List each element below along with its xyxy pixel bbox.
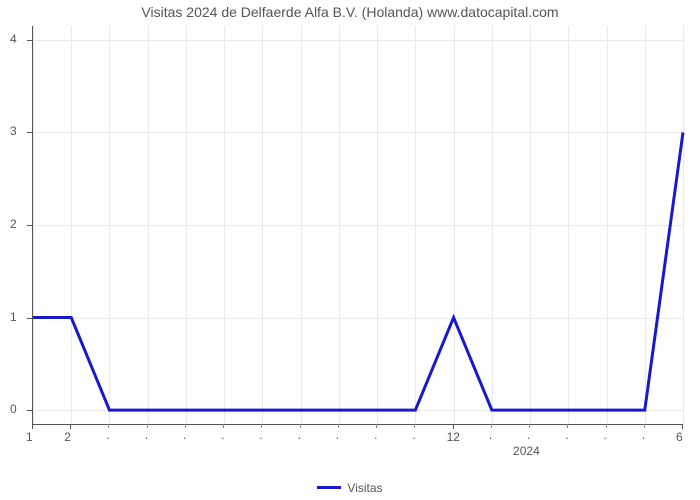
x-minor-label: .: [604, 428, 607, 442]
y-tick-mark: [27, 40, 32, 41]
x-tick-mark: [682, 424, 683, 429]
y-tick-label: 2: [10, 217, 17, 231]
x-minor-label: .: [374, 428, 377, 442]
legend-label: Visitas: [347, 481, 382, 495]
series-line: [33, 26, 683, 424]
x-minor-label: .: [336, 428, 339, 442]
legend: Visitas: [0, 476, 700, 495]
y-tick-label: 4: [10, 32, 17, 46]
x-minor-label: .: [221, 428, 224, 442]
x-tick-mark: [70, 424, 71, 429]
y-tick-mark: [27, 132, 32, 133]
y-tick-mark: [27, 410, 32, 411]
y-tick-mark: [27, 318, 32, 319]
x-tick-label: 12: [447, 430, 460, 444]
plot-area: [32, 26, 683, 425]
x-minor-label: .: [489, 428, 492, 442]
x-tick-label: 2: [64, 430, 71, 444]
x-tick-label: 6: [676, 430, 683, 444]
x-minor-label: .: [527, 428, 530, 442]
x-minor-label: .: [565, 428, 568, 442]
y-tick-label: 1: [10, 310, 17, 324]
x-minor-label: .: [106, 428, 109, 442]
x-tick-mark: [32, 424, 33, 429]
x-tick-mark: [453, 424, 454, 429]
x-year-label: 2024: [513, 444, 540, 458]
gridline-vertical: [683, 26, 684, 424]
x-minor-label: .: [183, 428, 186, 442]
y-tick-label: 0: [10, 402, 17, 416]
x-minor-label: .: [145, 428, 148, 442]
chart-title: Visitas 2024 de Delfaerde Alfa B.V. (Hol…: [0, 4, 700, 20]
y-tick-mark: [27, 225, 32, 226]
x-minor-label: .: [412, 428, 415, 442]
x-minor-label: .: [259, 428, 262, 442]
x-minor-label: .: [642, 428, 645, 442]
y-tick-label: 3: [10, 124, 17, 138]
legend-swatch: [317, 486, 341, 489]
x-minor-label: .: [298, 428, 301, 442]
x-tick-label: 1: [26, 430, 33, 444]
